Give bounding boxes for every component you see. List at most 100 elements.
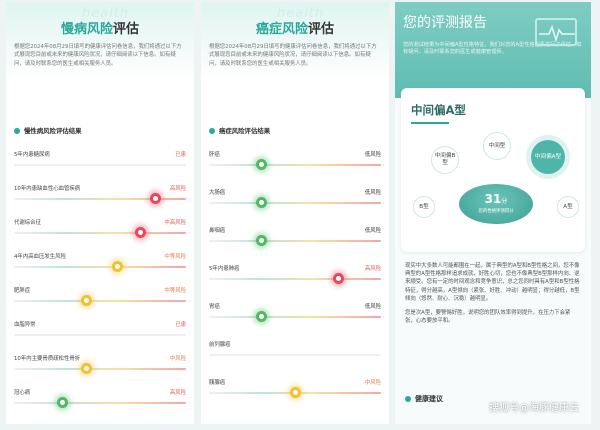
risk-name: 5年内患糖尿病 xyxy=(14,152,50,158)
advice-heading: 健康建议 xyxy=(405,394,443,404)
risk-name: 胰腺癌 xyxy=(209,380,226,386)
risk-row: 5年内患肺癌 高风险 xyxy=(209,264,381,292)
risk-name: 肝癌 xyxy=(209,152,220,158)
risk-row: 前列腺癌 xyxy=(209,340,381,368)
score-value: 31分 xyxy=(484,192,508,206)
panel-header: health 癌症风险评估 根据您2024年08月29日填写的健康评估问卷信息，… xyxy=(201,2,389,80)
title-underline xyxy=(411,122,449,124)
personality-type-card: 中间偏A型 中间型 中间偏B型 中间偏A型 B型 A型 31分 您的性格评测得分 xyxy=(401,88,585,252)
risk-name: 10年内主要骨质疏松性骨折 xyxy=(14,356,81,362)
risk-level: 中等风险 xyxy=(164,254,186,260)
panel-header: health 慢病风险评估 根据您2024年08月29日填写的健康评估问卷信息，… xyxy=(6,2,194,80)
risk-marker xyxy=(81,363,93,374)
ghost-text: health xyxy=(277,6,325,21)
risk-level: 低风险 xyxy=(364,304,381,310)
risk-marker xyxy=(150,193,162,204)
risk-level: 已患 xyxy=(175,152,186,158)
risk-scale xyxy=(14,368,186,370)
report-body: 现实中大多数人可能都围在一起，属于典型的A型和B型性格之间，您不像典型的A型性格… xyxy=(405,263,580,325)
personality-report-panel: 您的评测报告 您的测试结果为中间偏A型性格特征，我们对您的A型性格因素进行了评估… xyxy=(395,2,591,424)
risk-scale xyxy=(209,202,381,204)
bullet-icon xyxy=(405,396,411,402)
type-bubble: B型 xyxy=(413,196,435,218)
risk-marker xyxy=(255,197,267,208)
type-bubble-active: 中间偏A型 xyxy=(531,140,565,174)
panel-title: 癌症风险评估 xyxy=(255,22,335,37)
risk-level: 低风险 xyxy=(364,228,381,234)
risk-row: 肝癌 低风险 xyxy=(209,150,381,178)
risk-marker xyxy=(255,235,267,246)
risk-row: 肥胖症 中等风险 xyxy=(14,286,186,314)
section-heading: 癌症风险评估结果 xyxy=(209,126,270,135)
report-title: 您的评测报告 xyxy=(403,15,487,31)
intro-text: 根据您2024年08月29日填写的健康评估问卷信息，我们将通过以下方式展现您目前… xyxy=(209,44,377,67)
report-subtitle: 您的测试结果为中间偏A型性格特征，我们对您的A型性格因素进行了评估，如有疑问，请… xyxy=(403,42,582,56)
risk-scale xyxy=(209,240,381,242)
intro-text: 根据您2024年08月29日填写的健康评估问卷信息，我们将通过以下方式展现您目前… xyxy=(14,44,182,67)
risk-row: 10年内主要骨质疏松性骨折 中风险 xyxy=(14,354,186,382)
risk-scale xyxy=(14,300,186,302)
risk-row: 5年内患糖尿病 已患 xyxy=(14,150,186,178)
risk-marker xyxy=(333,273,344,284)
risk-marker xyxy=(81,295,93,306)
risk-name: 4年内高血压发生风险 xyxy=(14,254,66,260)
risk-level: 中等风险 xyxy=(164,288,186,294)
risk-level: 中风险 xyxy=(364,380,381,386)
risk-marker xyxy=(112,261,124,272)
risk-row: 血脂异常 已患 xyxy=(14,320,186,348)
risk-row: 代谢综合征 中高风险 xyxy=(14,218,186,246)
risk-scale xyxy=(209,316,381,318)
type-title: 中间偏A型 xyxy=(411,103,466,117)
section-heading: 慢性病风险评估结果 xyxy=(14,126,82,135)
risk-scale xyxy=(209,354,381,356)
risk-level: 中高风险 xyxy=(164,220,186,226)
risk-level: 低风险 xyxy=(364,190,381,196)
risk-scale xyxy=(14,266,186,268)
risk-name: 肥胖症 xyxy=(14,288,31,294)
risk-level: 高风险 xyxy=(169,390,186,396)
risk-scale xyxy=(14,164,186,166)
type-bubble: 中间偏B型 xyxy=(431,146,459,174)
risk-row: 大肠癌 低风险 xyxy=(209,188,381,216)
risk-row: 10年内患缺血性心血管疾病 高风险 xyxy=(14,184,186,212)
chronic-risk-panel: health 慢病风险评估 根据您2024年08月29日填写的健康评估问卷信息，… xyxy=(6,2,194,424)
risk-row: 胰腺癌 中风险 xyxy=(209,378,381,406)
risk-scale xyxy=(14,232,186,234)
risk-name: 鼻咽癌 xyxy=(209,228,226,234)
risk-level: 已患 xyxy=(175,322,186,328)
risk-name: 前列腺癌 xyxy=(209,342,231,348)
risk-name: 大肠癌 xyxy=(209,190,226,196)
heartbeat-monitor-icon xyxy=(535,18,577,46)
risk-name: 血脂异常 xyxy=(14,322,36,328)
risk-scale xyxy=(209,164,381,166)
watermark: 搜狐号@海豚健康云 xyxy=(489,403,579,414)
score-badge: 31分 您的性格评测得分 xyxy=(459,184,533,224)
risk-scale xyxy=(14,198,186,200)
score-caption: 您的性格评测得分 xyxy=(478,209,514,214)
risk-row: 冠心病 高风险 xyxy=(14,388,186,416)
risk-level: 低风险 xyxy=(364,152,381,158)
bullet-icon xyxy=(14,127,20,134)
risk-marker xyxy=(57,397,69,408)
risk-row: 鼻咽癌 低风险 xyxy=(209,226,381,254)
risk-level: 高风险 xyxy=(364,266,381,272)
risk-name: 5年内患肺癌 xyxy=(209,266,240,272)
panel-title: 慢病风险评估 xyxy=(60,22,140,37)
risk-marker xyxy=(255,311,267,322)
risk-name: 10年内患缺血性心血管疾病 xyxy=(14,186,81,192)
risk-row: 胃癌 低风险 xyxy=(209,302,381,330)
risk-scale xyxy=(209,278,381,280)
type-bubble: 中间型 xyxy=(483,132,511,160)
cancer-risk-panel: health 癌症风险评估 根据您2024年08月29日填写的健康评估问卷信息，… xyxy=(201,2,389,424)
bullet-icon xyxy=(209,127,215,134)
risk-name: 代谢综合征 xyxy=(14,220,41,226)
risk-row: 4年内高血压发生风险 中等风险 xyxy=(14,252,186,280)
type-bubble: A型 xyxy=(557,196,579,218)
risk-marker xyxy=(255,159,267,170)
risk-name: 冠心病 xyxy=(14,390,31,396)
risk-name: 胃癌 xyxy=(209,304,220,310)
risk-scale xyxy=(14,402,186,404)
risk-level: 高风险 xyxy=(169,186,186,192)
report-header: 您的评测报告 您的测试结果为中间偏A型性格特征，我们对您的A型性格因素进行了评估… xyxy=(395,2,591,98)
